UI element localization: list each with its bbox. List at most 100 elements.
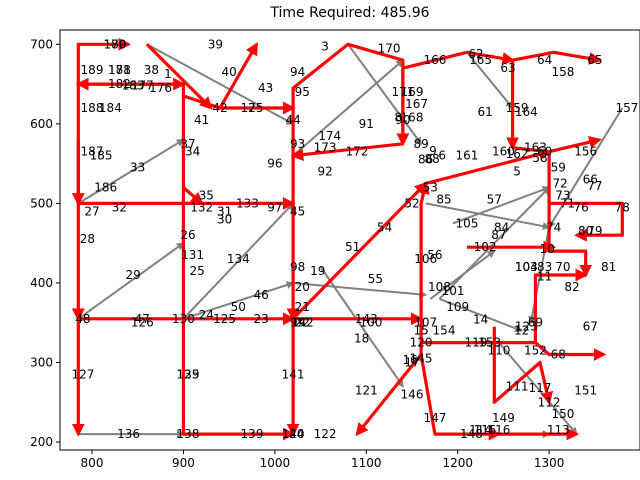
node-label: 170 (378, 41, 401, 55)
route-gray (439, 297, 524, 333)
node-label: 58 (532, 151, 547, 165)
node-label: 121 (355, 383, 378, 397)
node-label: 62 (468, 47, 483, 61)
node-label: 185 (90, 149, 113, 163)
node-label: 181 (108, 63, 131, 77)
route-gray (77, 242, 185, 320)
node-label: 167 (405, 97, 428, 111)
node-label: 148 (460, 427, 483, 441)
node-label: 169 (401, 85, 424, 99)
node-label: 11 (537, 270, 552, 284)
route-gray (548, 107, 624, 229)
route-gray (319, 266, 404, 388)
node-label: 57 (487, 192, 502, 206)
node-label: 156 (574, 145, 597, 159)
node-label: 163 (524, 141, 547, 155)
node-label: 152 (524, 344, 547, 358)
route-red (401, 50, 516, 144)
node-label: 59 (551, 161, 566, 175)
node-label: 93 (290, 137, 305, 151)
node-label: 130 (172, 312, 195, 326)
route-red (291, 42, 410, 204)
node-label: 100 (359, 316, 382, 330)
node-label: 160 (492, 145, 515, 159)
node-label: 25 (189, 264, 204, 278)
node-label: 16 (403, 353, 418, 367)
node-label: 129 (177, 367, 200, 381)
node-label: 92 (317, 165, 332, 179)
x-tick-label: 1300 (534, 456, 565, 470)
node-label: 88 (424, 152, 439, 166)
route-gray (292, 59, 405, 157)
node-label: 72 (552, 177, 567, 191)
node-label: 101 (442, 284, 465, 298)
node-label: 21 (295, 300, 310, 314)
node-label: 28 (80, 232, 95, 246)
node-label: 174 (318, 129, 341, 143)
node-label: 115 (474, 423, 497, 437)
node-label: 70 (555, 260, 570, 274)
node-label: 30 (217, 212, 232, 226)
node-label: 26 (180, 228, 195, 242)
route-gray (438, 186, 551, 300)
node-label: 84 (494, 220, 509, 234)
node-label: 171 (391, 85, 414, 99)
route-red (533, 268, 589, 343)
node-label: 102 (474, 240, 497, 254)
node-label: 90 (395, 113, 410, 127)
route-gray (498, 341, 578, 436)
node-label: 61 (477, 105, 492, 119)
node-label: 120 (410, 336, 433, 350)
node-label: 81 (601, 260, 616, 274)
route-red (145, 43, 213, 110)
node-label: 98 (290, 260, 305, 274)
node-label: 32 (112, 200, 127, 214)
node-label: 74 (546, 220, 561, 234)
node-label: 187 (81, 145, 104, 159)
node-label: 131 (181, 248, 204, 262)
node-label: 20 (295, 280, 310, 294)
node-label: 141 (282, 367, 305, 381)
route-gray (77, 138, 185, 205)
y-tick-label: 600 (30, 117, 53, 131)
node-label: 162 (506, 147, 529, 161)
node-label: 136 (117, 427, 140, 441)
node-label: 82 (564, 280, 579, 294)
node-label: 184 (99, 101, 122, 115)
node-label: 175 (241, 101, 264, 115)
node-label: 182 (108, 77, 131, 91)
node-label: 40 (221, 65, 236, 79)
y-tick-label: 200 (30, 435, 53, 449)
node-label: 53 (423, 181, 438, 195)
node-label: 50 (231, 300, 246, 314)
route-gray (466, 51, 514, 110)
node-label: 18 (354, 332, 369, 346)
route-gray (146, 43, 295, 125)
route-red (492, 326, 554, 405)
node-label: 69 (528, 316, 543, 330)
route-gray (452, 185, 551, 225)
node-label: 51 (345, 240, 360, 254)
node-label: 71 (560, 196, 575, 210)
node-label: 180 (103, 37, 126, 51)
node-label: 110 (487, 344, 510, 358)
node-label: 124 (282, 427, 305, 441)
node-label: 33 (130, 161, 145, 175)
node-label: 34 (185, 145, 200, 159)
node-label: 125 (213, 312, 236, 326)
route-red (419, 318, 502, 441)
node-label: 3 (321, 40, 329, 54)
node-label: 68 (551, 348, 566, 362)
x-tick-label: 1200 (442, 456, 473, 470)
route-red (512, 50, 602, 65)
node-label: 87 (491, 228, 506, 242)
node-label: 165 (469, 53, 492, 67)
x-tick-label: 900 (172, 456, 195, 470)
node-label: 186 (94, 181, 117, 195)
node-label: 12 (514, 324, 529, 338)
route-red (421, 341, 607, 361)
node-label: 135 (177, 367, 200, 381)
node-label: 114 (469, 423, 492, 437)
node-label: 159 (506, 101, 529, 115)
route-gray (293, 282, 428, 299)
